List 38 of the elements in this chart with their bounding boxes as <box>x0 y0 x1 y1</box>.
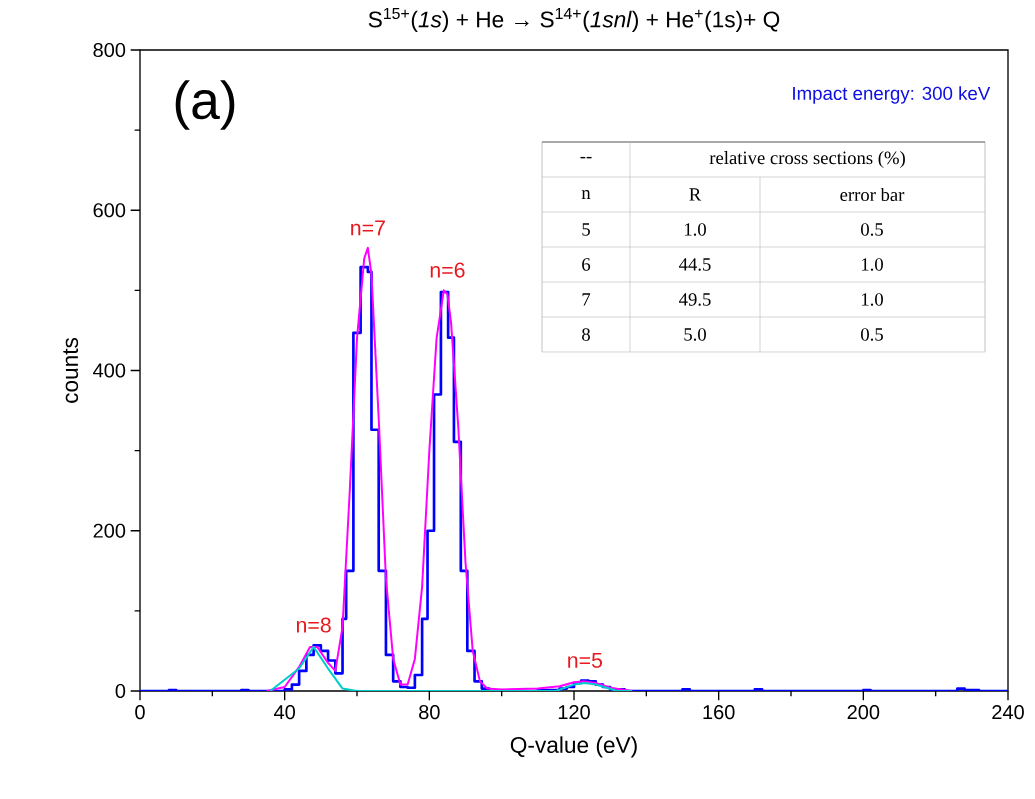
annotation: relative cross sections (%) <box>709 151 905 168</box>
x-tick-label: 240 <box>992 705 1024 720</box>
annotation: 5.0 <box>684 328 706 341</box>
annotation: n=7 <box>351 220 385 236</box>
y-tick-label: 200 <box>93 523 126 538</box>
annotation: 0.5 <box>861 223 883 236</box>
y-tick-label: 0 <box>115 683 126 699</box>
y-tick-label: 400 <box>93 363 126 378</box>
x-tick-label: 120 <box>558 705 590 720</box>
annotation: 1.0 <box>861 258 883 271</box>
x-tick-label: 80 <box>419 705 440 720</box>
annotation: n=8 <box>296 617 331 633</box>
annotation: 49.5 <box>679 293 711 306</box>
annotation: 0.5 <box>861 328 883 341</box>
y-axis-title: counts <box>63 337 79 403</box>
annotation: 6 <box>582 258 591 271</box>
x-tick-label: 40 <box>274 705 295 720</box>
annotation: 8 <box>582 328 590 341</box>
annotation: error bar <box>840 187 905 202</box>
annotation: n <box>581 190 591 199</box>
y-tick-label: 800 <box>93 42 126 58</box>
annotation: 1.0 <box>684 223 706 236</box>
annotation: n=5 <box>568 652 603 668</box>
annotation: -- <box>580 156 592 159</box>
annotation: R <box>689 188 702 201</box>
chart-title: S$^{15+}$(1s) + He → S$^{14+}$(1snl) + He$^{+}$(1s)+ Q <box>368 7 780 32</box>
x-tick-label: 200 <box>847 705 880 720</box>
x-axis-title: Q-value (eV) <box>510 736 637 758</box>
x-tick-label: 0 <box>135 705 145 720</box>
annotation: 1.0 <box>861 293 883 306</box>
annotation: (a) <box>175 80 235 130</box>
annotation: 44.5 <box>679 258 711 271</box>
annotation: 5 <box>582 223 590 236</box>
annotation: n=6 <box>430 262 465 278</box>
annotation: 7 <box>582 293 591 306</box>
y-tick-label: 600 <box>93 203 126 218</box>
x-tick-label: 160 <box>703 705 735 720</box>
annotation: Impact energy: 300 keV <box>793 86 991 104</box>
